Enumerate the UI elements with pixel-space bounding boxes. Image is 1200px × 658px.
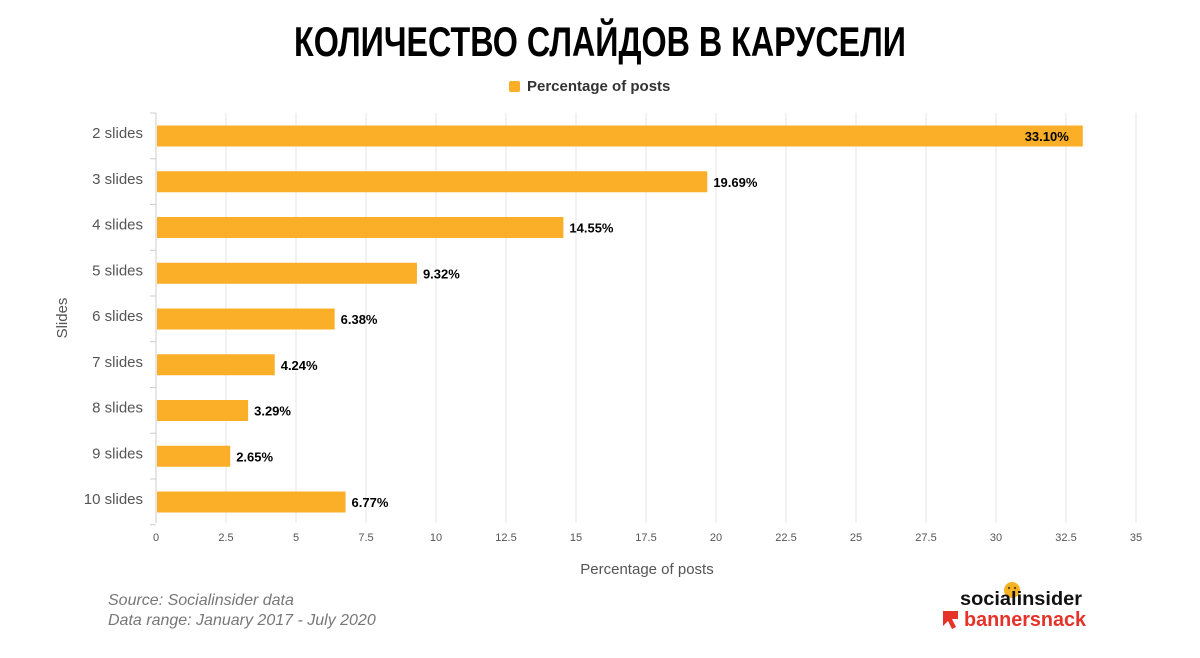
data-label: 33.10% bbox=[1025, 129, 1070, 144]
data-label: 4.24% bbox=[281, 358, 318, 373]
category-label: 5 slides bbox=[92, 262, 143, 279]
bar bbox=[157, 445, 231, 467]
data-label: 19.69% bbox=[713, 175, 758, 190]
x-tick-label: 15 bbox=[570, 532, 582, 544]
data-label: 2.65% bbox=[236, 449, 273, 464]
bar bbox=[157, 354, 275, 376]
x-axis-title: Percentage of posts bbox=[580, 561, 713, 578]
bar bbox=[157, 217, 564, 238]
data-label: 3.29% bbox=[254, 404, 291, 419]
x-tick-label: 2.5 bbox=[218, 532, 233, 544]
bar bbox=[157, 125, 1083, 147]
x-tick-label: 32.5 bbox=[1055, 532, 1076, 544]
x-axis-ticks: 0 2.5 5 7.5 10 12.5 15 17.5 20 22.5 25 27.5 30 32.5 35 bbox=[153, 532, 1142, 544]
category-label: 6 slides bbox=[92, 308, 143, 325]
data-label: 9.32% bbox=[423, 266, 460, 281]
x-tick-label: 7.5 bbox=[358, 532, 373, 544]
x-tick-label: 17.5 bbox=[635, 532, 656, 544]
bannersnack-cursor-icon bbox=[943, 611, 958, 629]
socialinsider-dot-eye-icon bbox=[1013, 586, 1017, 590]
x-tick-label: 5 bbox=[293, 532, 299, 544]
data-label: 14.55% bbox=[569, 221, 614, 236]
y-axis-title: Slides bbox=[54, 298, 71, 339]
data-label: 6.38% bbox=[341, 312, 378, 327]
socialinsider-logo: socialinsider bbox=[960, 582, 1083, 610]
category-label: 7 slides bbox=[92, 354, 143, 371]
date-range-line: Data range: January 2017 - July 2020 bbox=[108, 612, 376, 629]
bar bbox=[157, 491, 346, 513]
x-tick-label: 0 bbox=[153, 532, 159, 544]
bar bbox=[157, 262, 417, 284]
category-label: 4 slides bbox=[92, 217, 143, 234]
category-label: 2 slides bbox=[92, 125, 143, 142]
bar bbox=[157, 308, 335, 330]
category-label: 3 slides bbox=[92, 171, 143, 188]
x-tick-label: 20 bbox=[710, 532, 722, 544]
socialinsider-dot-icon bbox=[1004, 582, 1020, 598]
bannersnack-wordmark: bannersnack bbox=[964, 609, 1087, 631]
x-tick-label: 35 bbox=[1130, 532, 1142, 544]
x-tick-label: 10 bbox=[430, 532, 442, 544]
x-tick-label: 12.5 bbox=[495, 532, 516, 544]
data-label: 6.77% bbox=[352, 495, 389, 510]
legend-swatch bbox=[509, 81, 520, 92]
legend-label: Percentage of posts bbox=[527, 78, 670, 95]
category-label: 10 slides bbox=[84, 491, 143, 508]
value-labels: 33.10% 19.69% 14.55% 9.32% 6.38% 4.24% 3.29% 2.… bbox=[236, 129, 1069, 510]
bannersnack-logo: bannersnack bbox=[943, 609, 1087, 631]
x-tick-label: 30 bbox=[990, 532, 1002, 544]
y-axis-ticks bbox=[150, 112, 156, 526]
bar bbox=[157, 400, 249, 421]
x-tick-label: 25 bbox=[850, 532, 862, 544]
bar bbox=[157, 171, 708, 193]
chart-title: КОЛИЧЕСТВО СЛАЙДОВ В КАРУСЕЛИ bbox=[294, 17, 906, 65]
bars bbox=[157, 125, 1083, 513]
legend: Percentage of posts bbox=[509, 78, 670, 95]
category-label: 8 slides bbox=[92, 400, 143, 417]
category-labels: 2 slides 3 slides 4 slides 5 slides 6 slides… bbox=[84, 125, 143, 508]
socialinsider-dot-eye-icon bbox=[1007, 586, 1011, 590]
category-label: 9 slides bbox=[92, 445, 143, 462]
source-line: Source: Socialinsider data bbox=[108, 592, 294, 609]
socialinsider-wordmark: socialinsider bbox=[960, 589, 1083, 610]
x-tick-label: 27.5 bbox=[915, 532, 936, 544]
x-tick-label: 22.5 bbox=[775, 532, 796, 544]
